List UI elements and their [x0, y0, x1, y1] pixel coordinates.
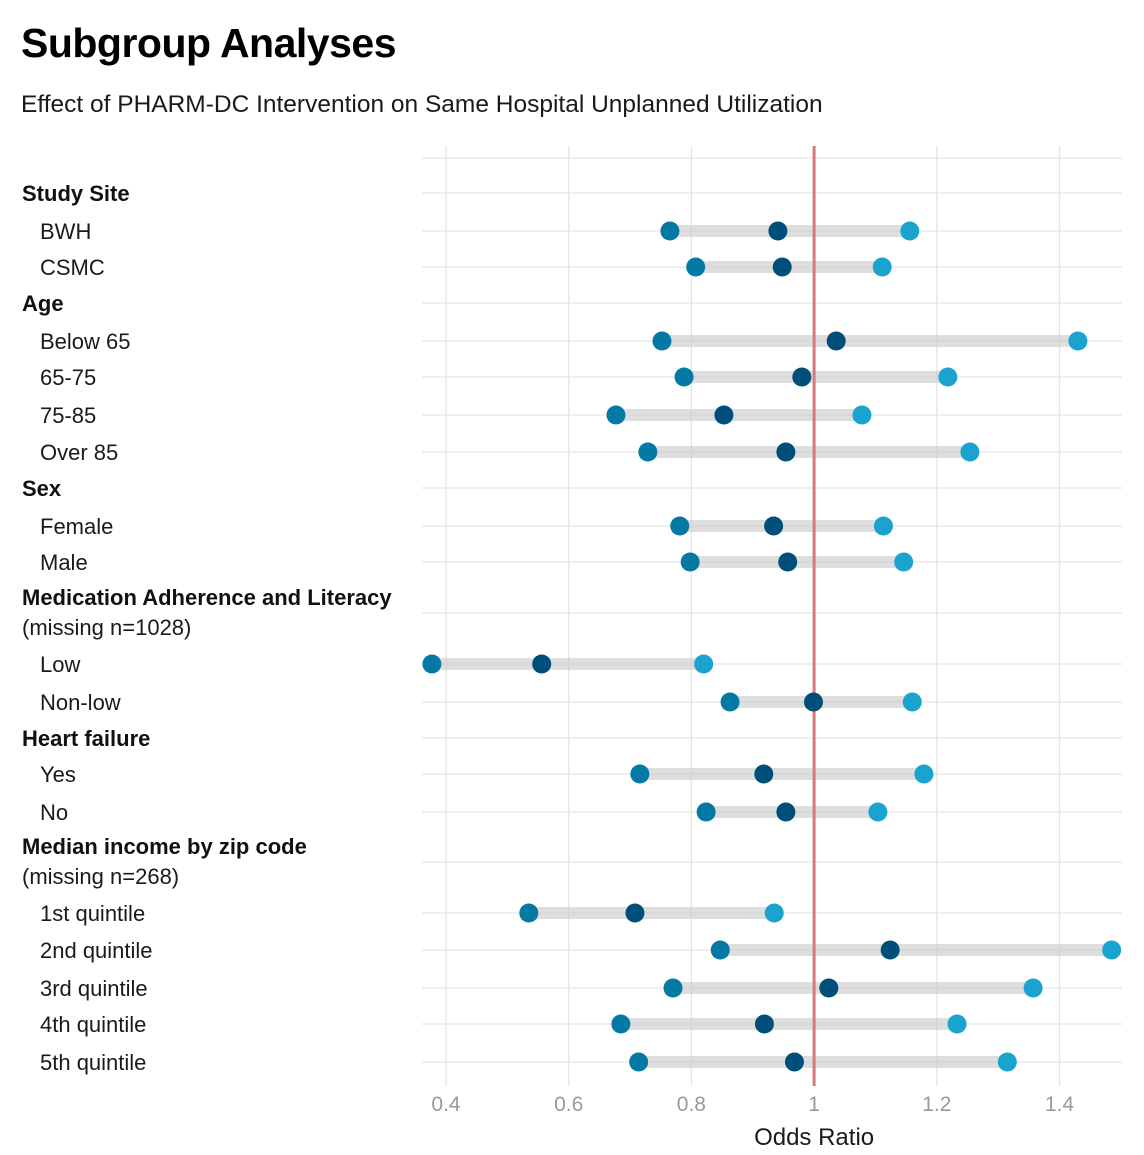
- upper-ci-point: [764, 903, 784, 923]
- group-header-label: Study Site: [22, 181, 130, 206]
- group-missing-note: (missing n=268): [22, 864, 179, 889]
- lower-ci-point: [663, 978, 683, 998]
- subgroup-label: Over 85: [40, 440, 118, 465]
- group-missing-note: (missing n=1028): [22, 615, 191, 640]
- subgroup-label: 1st quintile: [40, 901, 145, 926]
- estimate-point: [714, 405, 734, 425]
- lower-ci-point: [652, 331, 672, 351]
- chart-title: Subgroup Analyses: [21, 20, 397, 66]
- estimate-point: [826, 331, 846, 351]
- x-tick-label: 1.2: [922, 1093, 951, 1116]
- subgroup-label: Non-low: [40, 690, 121, 715]
- upper-ci-point: [1102, 940, 1122, 960]
- lower-ci-point: [680, 552, 700, 572]
- x-tick-label: 0.4: [431, 1093, 461, 1116]
- estimate-point: [803, 692, 823, 712]
- lower-ci-point: [686, 257, 706, 277]
- subgroup-label: Male: [40, 550, 88, 575]
- y-axis-labels: Study Site BWH CSMC Age Below 65 65-75 75-85 Ov…: [22, 181, 392, 1075]
- subgroup-label: Female: [40, 514, 113, 539]
- upper-ci-point: [694, 654, 714, 674]
- upper-ci-point: [868, 802, 888, 822]
- group-header-label: Sex: [22, 476, 62, 501]
- lower-ci-point: [606, 405, 626, 425]
- estimate-point: [776, 802, 796, 822]
- subgroup-label: 75-85: [40, 403, 96, 428]
- lower-ci-point: [670, 516, 690, 536]
- lower-ci-point: [674, 367, 694, 387]
- subgroup-label: Low: [40, 652, 80, 677]
- upper-ci-point: [1068, 331, 1088, 351]
- lower-ci-point: [710, 940, 730, 960]
- subgroup-label: 65-75: [40, 365, 96, 390]
- subgroup-label: BWH: [40, 219, 91, 244]
- lower-ci-point: [611, 1014, 631, 1034]
- chart-subtitle: Effect of PHARM-DC Intervention on Same …: [21, 91, 823, 118]
- group-header-label: Medication Adherence and Literacy: [22, 585, 392, 610]
- upper-ci-point: [960, 442, 980, 462]
- estimate-point: [792, 367, 812, 387]
- upper-ci-point: [947, 1014, 967, 1034]
- group-header-label: Age: [22, 291, 64, 316]
- upper-ci-point: [852, 405, 872, 425]
- x-axis-tick-labels: 0.4 0.6 0.8 1 1.2 1.4: [431, 1093, 1074, 1116]
- upper-ci-point: [914, 764, 934, 784]
- upper-ci-point: [900, 221, 920, 241]
- subgroup-label: 2nd quintile: [40, 938, 153, 963]
- subgroup-label: Below 65: [40, 329, 131, 354]
- upper-ci-point: [1023, 978, 1043, 998]
- data-points: [422, 221, 1122, 1072]
- subgroup-label: CSMC: [40, 255, 105, 280]
- group-header-label: Heart failure: [22, 726, 150, 751]
- lower-ci-point: [422, 654, 442, 674]
- x-tick-label: 0.6: [554, 1093, 583, 1116]
- group-header-label: Median income by zip code: [22, 834, 307, 859]
- upper-ci-point: [902, 692, 922, 712]
- upper-ci-point: [894, 552, 914, 572]
- upper-ci-point: [873, 516, 893, 536]
- subgroup-label: 5th quintile: [40, 1050, 146, 1075]
- estimate-point: [754, 1014, 774, 1034]
- upper-ci-point: [997, 1052, 1017, 1072]
- estimate-point: [772, 257, 792, 277]
- lower-ci-point: [660, 221, 680, 241]
- estimate-point: [532, 654, 552, 674]
- estimate-point: [778, 552, 798, 572]
- subgroup-label: Yes: [40, 762, 76, 787]
- lower-ci-point: [629, 1052, 649, 1072]
- estimate-point: [819, 978, 839, 998]
- horizontal-gridlines: [422, 157, 1122, 1063]
- x-tick-label: 1: [808, 1093, 820, 1116]
- estimate-point: [776, 442, 796, 462]
- ci-bars: [431, 225, 1112, 1068]
- lower-ci-point: [630, 764, 650, 784]
- estimate-point: [764, 516, 784, 536]
- subgroup-label: No: [40, 800, 68, 825]
- x-axis-title: Odds Ratio: [754, 1124, 874, 1151]
- estimate-point: [625, 903, 645, 923]
- estimate-point: [784, 1052, 804, 1072]
- subgroup-label: 4th quintile: [40, 1012, 146, 1037]
- estimate-point: [880, 940, 900, 960]
- estimate-point: [754, 764, 774, 784]
- subgroup-label: 3rd quintile: [40, 976, 148, 1001]
- estimate-point: [768, 221, 788, 241]
- lower-ci-point: [720, 692, 740, 712]
- lower-ci-point: [519, 903, 539, 923]
- lower-ci-point: [638, 442, 658, 462]
- x-tick-label: 1.4: [1045, 1093, 1075, 1116]
- x-tick-label: 0.8: [677, 1093, 706, 1116]
- upper-ci-point: [872, 257, 892, 277]
- lower-ci-point: [696, 802, 716, 822]
- upper-ci-point: [938, 367, 958, 387]
